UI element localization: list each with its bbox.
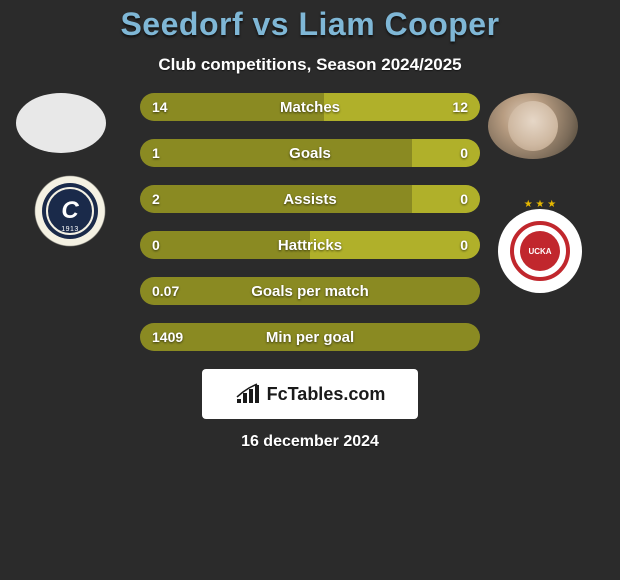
stat-row: Hattricks00 <box>140 231 480 259</box>
stat-bar-right <box>324 93 480 121</box>
stat-bar-right <box>412 185 480 213</box>
stat-bar-right <box>310 231 480 259</box>
player-right-avatar <box>488 93 578 159</box>
crest-right-text: UCKA <box>520 231 560 271</box>
club-crest-right: ★ ★ ★ UCKA <box>498 209 582 293</box>
stat-bar-left <box>140 231 310 259</box>
stat-row: Min per goal1409 <box>140 323 480 351</box>
stat-bars: Matches1412 Goals10 Assists20 Hattricks00 Go… <box>140 93 480 351</box>
stat-bar-right <box>412 139 480 167</box>
subtitle: Club competitions, Season 2024/2025 <box>0 55 620 75</box>
fctables-logo-icon <box>235 383 261 405</box>
branding-text: FcTables.com <box>267 384 386 405</box>
crest-left-year: 1913 <box>61 226 79 233</box>
stat-row: Goals per match0.07 <box>140 277 480 305</box>
crest-right-stars: ★ ★ ★ <box>498 199 582 210</box>
branding-badge: FcTables.com <box>202 369 418 419</box>
player-left-avatar <box>16 93 106 153</box>
main-area: C 1913 ★ ★ ★ UCKA Matches1412 Goals10 Assi… <box>0 93 620 351</box>
stat-row: Matches1412 <box>140 93 480 121</box>
date-text: 16 december 2024 <box>0 433 620 451</box>
stat-row: Goals10 <box>140 139 480 167</box>
stat-bar-left <box>140 323 480 351</box>
stat-bar-left <box>140 93 324 121</box>
crest-left-letter: C <box>61 197 78 225</box>
stat-row: Assists20 <box>140 185 480 213</box>
comparison-card: Seedorf vs Liam Cooper Club competitions… <box>0 0 620 451</box>
stat-bar-left <box>140 277 480 305</box>
stat-bar-left <box>140 139 412 167</box>
stat-bar-left <box>140 185 412 213</box>
club-crest-left: C 1913 <box>28 169 112 253</box>
page-title: Seedorf vs Liam Cooper <box>0 6 620 43</box>
